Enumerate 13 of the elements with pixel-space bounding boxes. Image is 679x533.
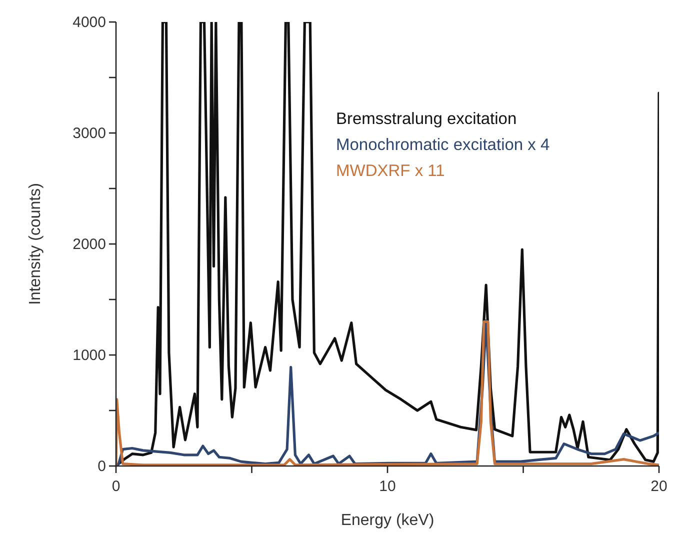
y-tick-label: 3000 bbox=[72, 125, 106, 142]
y-axis-title: Intensity (counts) bbox=[27, 183, 44, 305]
x-tick-label: 20 bbox=[650, 478, 668, 495]
y-tick-label: 1000 bbox=[72, 347, 106, 364]
y-tick-label: 0 bbox=[98, 458, 106, 475]
text: Monochromatic excitation x 4 bbox=[336, 136, 550, 154]
text: MWDXRF x 11 bbox=[336, 162, 445, 180]
y-tick-label: 2000 bbox=[72, 236, 106, 253]
x-axis-title: Energy (keV) bbox=[340, 512, 434, 529]
x-tick-label: 10 bbox=[379, 478, 396, 495]
x-tick-label: 0 bbox=[112, 478, 120, 495]
y-tick-label: 4000 bbox=[72, 14, 106, 31]
series-label: Bremsstralung excitation bbox=[336, 110, 517, 128]
